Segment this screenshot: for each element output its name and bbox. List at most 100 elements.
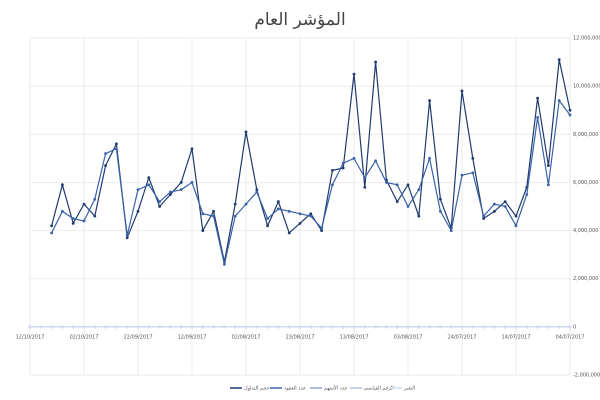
point bbox=[179, 181, 183, 184]
point bbox=[363, 176, 367, 180]
point bbox=[439, 209, 442, 213]
legend-label: التغير bbox=[403, 386, 415, 392]
point bbox=[255, 190, 259, 194]
point bbox=[169, 193, 172, 196]
point bbox=[190, 147, 194, 151]
point bbox=[514, 325, 518, 329]
x-tick-label: 02/10/2017 bbox=[70, 334, 99, 340]
point bbox=[266, 224, 269, 228]
point bbox=[417, 214, 421, 218]
point bbox=[71, 217, 75, 220]
point bbox=[212, 214, 216, 218]
point bbox=[266, 325, 269, 329]
point bbox=[61, 325, 64, 329]
point bbox=[104, 164, 107, 167]
point bbox=[406, 205, 410, 208]
point bbox=[39, 325, 43, 329]
point bbox=[201, 229, 205, 232]
y-tick-label: 4,000,000 bbox=[573, 228, 598, 234]
point bbox=[169, 190, 172, 194]
point bbox=[190, 325, 194, 329]
y-tick-label: 0 bbox=[573, 324, 576, 330]
point bbox=[568, 108, 572, 112]
point bbox=[50, 231, 53, 235]
point bbox=[341, 161, 345, 165]
point bbox=[352, 72, 356, 76]
point bbox=[503, 200, 507, 204]
legend-label: الرقم القياسي bbox=[364, 386, 394, 392]
x-tick-label: 23/08/2017 bbox=[286, 334, 315, 340]
point bbox=[266, 217, 269, 220]
point bbox=[557, 325, 561, 329]
point bbox=[223, 262, 226, 266]
point bbox=[115, 325, 118, 329]
point bbox=[136, 188, 140, 192]
point bbox=[406, 325, 410, 329]
y-tick-label: 10,000,000 bbox=[573, 84, 600, 90]
point bbox=[428, 156, 431, 160]
point bbox=[298, 221, 302, 225]
point bbox=[536, 325, 539, 329]
point bbox=[233, 325, 237, 329]
point bbox=[93, 214, 97, 218]
point bbox=[125, 233, 129, 237]
point bbox=[331, 168, 334, 172]
point bbox=[93, 197, 97, 201]
x-tick-label: 22/09/2017 bbox=[124, 334, 153, 340]
point bbox=[471, 325, 475, 329]
point bbox=[395, 200, 399, 204]
point bbox=[115, 147, 118, 151]
point bbox=[179, 325, 183, 329]
point bbox=[557, 58, 561, 62]
point bbox=[244, 130, 248, 134]
point bbox=[514, 214, 518, 218]
point bbox=[374, 325, 377, 329]
point bbox=[352, 156, 356, 160]
point bbox=[201, 212, 205, 216]
point bbox=[212, 325, 216, 329]
point bbox=[482, 214, 485, 218]
point bbox=[341, 325, 345, 329]
point bbox=[428, 325, 431, 329]
point bbox=[158, 325, 162, 329]
legend-label: عدد الأسهم bbox=[324, 385, 348, 392]
point bbox=[449, 325, 453, 329]
point bbox=[190, 181, 194, 184]
point bbox=[147, 183, 151, 187]
point bbox=[277, 207, 280, 211]
point bbox=[536, 116, 539, 119]
point bbox=[28, 325, 32, 329]
point bbox=[471, 171, 475, 175]
point bbox=[233, 202, 237, 206]
point bbox=[439, 325, 442, 329]
y-tick-label: -2,000,000 bbox=[573, 373, 600, 379]
point bbox=[428, 99, 431, 102]
point bbox=[277, 325, 280, 329]
point bbox=[374, 159, 377, 163]
point bbox=[547, 183, 550, 187]
legend-label: حجم التداول bbox=[244, 386, 270, 392]
point bbox=[169, 325, 172, 329]
point bbox=[136, 209, 140, 213]
point bbox=[482, 325, 485, 329]
point bbox=[385, 181, 388, 184]
point bbox=[525, 193, 529, 196]
x-tick-label: 24/07/2017 bbox=[448, 334, 477, 340]
x-tick-label: 13/08/2017 bbox=[340, 334, 369, 340]
y-tick-label: 12,000,000 bbox=[573, 36, 600, 42]
point bbox=[223, 325, 226, 329]
point bbox=[277, 200, 280, 204]
point bbox=[212, 209, 216, 213]
point bbox=[309, 214, 313, 218]
point bbox=[493, 202, 496, 206]
point bbox=[201, 325, 205, 329]
point bbox=[385, 325, 388, 329]
point bbox=[309, 325, 313, 329]
point bbox=[298, 212, 302, 216]
point bbox=[147, 176, 151, 180]
point bbox=[363, 185, 367, 189]
point bbox=[514, 224, 518, 228]
chart-title: المؤشر العام bbox=[254, 10, 345, 30]
point bbox=[536, 96, 539, 100]
